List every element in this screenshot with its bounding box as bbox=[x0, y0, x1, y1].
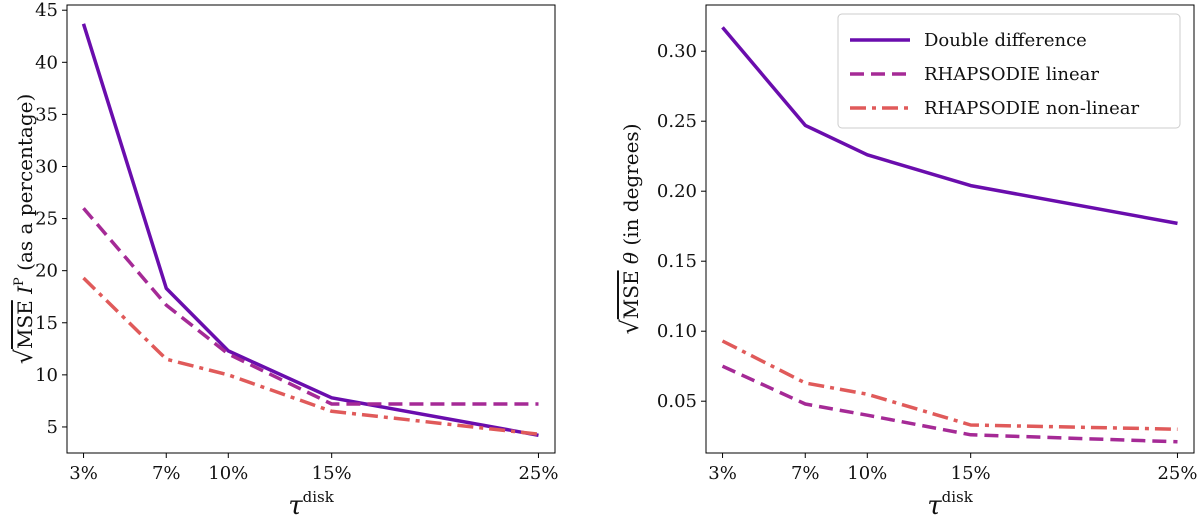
y-tick-label: 0.30 bbox=[657, 41, 697, 62]
x-tick-label: 7% bbox=[152, 463, 181, 484]
right-x-axis-label: τdisk bbox=[927, 488, 973, 519]
legend-label: RHAPSODIE linear bbox=[924, 64, 1099, 85]
left-plot-frame bbox=[66, 4, 556, 454]
y-tick-label: 0.05 bbox=[657, 391, 697, 412]
x-tick-label: 10% bbox=[208, 463, 248, 484]
x-tick-label: 15% bbox=[312, 463, 352, 484]
left-x-axis-label: τdisk bbox=[288, 488, 334, 519]
right-plot-frame bbox=[705, 4, 1195, 454]
right-y-axis-label: √MSE θ (in degrees) bbox=[616, 123, 644, 334]
x-tick-label: 15% bbox=[951, 463, 991, 484]
series-line-rhapsodie-non-linear bbox=[82, 276, 539, 436]
left-y-ticks: 5 10 15 20 25 30 35 40 45 bbox=[35, 0, 67, 438]
y-tick-label: 30 bbox=[35, 156, 58, 177]
left-y-axis-label: √MSE IP (as a percentage) bbox=[10, 94, 38, 365]
y-tick-label: 0.10 bbox=[657, 321, 697, 342]
legend-label: Double difference bbox=[924, 30, 1087, 51]
left-x-ticks: 3% 7% 10% 15% 25% bbox=[69, 453, 558, 484]
left-series bbox=[81, 23, 539, 438]
series-line-rhapsodie-non-linear bbox=[721, 339, 1178, 431]
y-tick-label: 20 bbox=[35, 261, 58, 282]
series-line-rhapsodie-linear bbox=[721, 364, 1178, 444]
series-line-rhapsodie-linear bbox=[82, 207, 539, 406]
y-tick-label: 10 bbox=[35, 365, 58, 386]
x-tick-label: 3% bbox=[708, 463, 737, 484]
x-tick-label: 25% bbox=[518, 463, 558, 484]
legend-entries: Double difference RHAPSODIE linear RHAPSOD… bbox=[850, 30, 1139, 119]
x-tick-label: 7% bbox=[791, 463, 820, 484]
right-panel: 0.05 0.10 0.15 0.20 0.25 0.30 3% 7% 10% 15% 25% τ… bbox=[616, 4, 1197, 519]
legend-box bbox=[837, 13, 1181, 129]
y-tick-label: 0.25 bbox=[657, 111, 697, 132]
x-tick-label: 25% bbox=[1157, 463, 1197, 484]
y-tick-label: 15 bbox=[35, 313, 58, 334]
right-series bbox=[721, 26, 1178, 444]
y-tick-label: 45 bbox=[35, 0, 58, 21]
y-tick-label: 0.15 bbox=[657, 251, 697, 272]
x-tick-label: 10% bbox=[847, 463, 887, 484]
y-tick-label: 35 bbox=[35, 104, 58, 125]
legend-label: RHAPSODIE non-linear bbox=[924, 98, 1139, 119]
legend: Double difference RHAPSODIE linear RHAPSOD… bbox=[837, 13, 1181, 129]
y-tick-label: 5 bbox=[47, 417, 58, 438]
series-line-double-difference bbox=[721, 26, 1178, 226]
right-x-ticks: 3% 7% 10% 15% 25% bbox=[708, 453, 1197, 484]
y-tick-label: 40 bbox=[35, 52, 58, 73]
left-panel: 5 10 15 20 25 30 35 40 45 3% 7% 10% 15% 25% τdisk √M… bbox=[10, 0, 558, 519]
y-tick-label: 25 bbox=[35, 209, 58, 230]
x-tick-label: 3% bbox=[69, 463, 98, 484]
series-line-double-difference bbox=[81, 23, 539, 438]
right-y-ticks: 0.05 0.10 0.15 0.20 0.25 0.30 bbox=[657, 41, 706, 412]
y-tick-label: 0.20 bbox=[657, 181, 697, 202]
